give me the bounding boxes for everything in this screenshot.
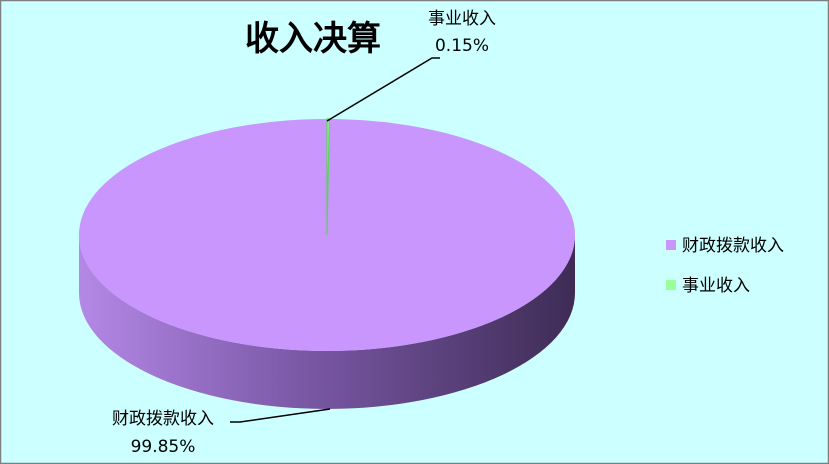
legend-swatch-1 <box>666 280 676 290</box>
pie-side <box>79 235 575 409</box>
chart-title: 收入决算 <box>245 19 381 59</box>
legend-entry-0: 财政拨款收入 <box>682 236 784 256</box>
leader-line-事业收入 <box>326 57 440 122</box>
pie-group <box>79 118 576 409</box>
data-label-category: 财政拨款收入 <box>112 409 214 429</box>
legend-swatch-0 <box>666 240 676 250</box>
legend: 财政拨款收入 事业收入 <box>666 236 784 296</box>
label-事业收入: 事业收入 0.15% <box>326 9 496 122</box>
data-label-value: 0.15% <box>435 36 489 56</box>
data-label-category: 事业收入 <box>428 9 496 29</box>
leader-line-财政拨款收入 <box>230 408 331 423</box>
legend-entry-1: 事业收入 <box>682 276 750 296</box>
data-label-value: 99.85% <box>131 437 196 457</box>
label-财政拨款收入: 财政拨款收入 99.85% <box>112 408 331 457</box>
